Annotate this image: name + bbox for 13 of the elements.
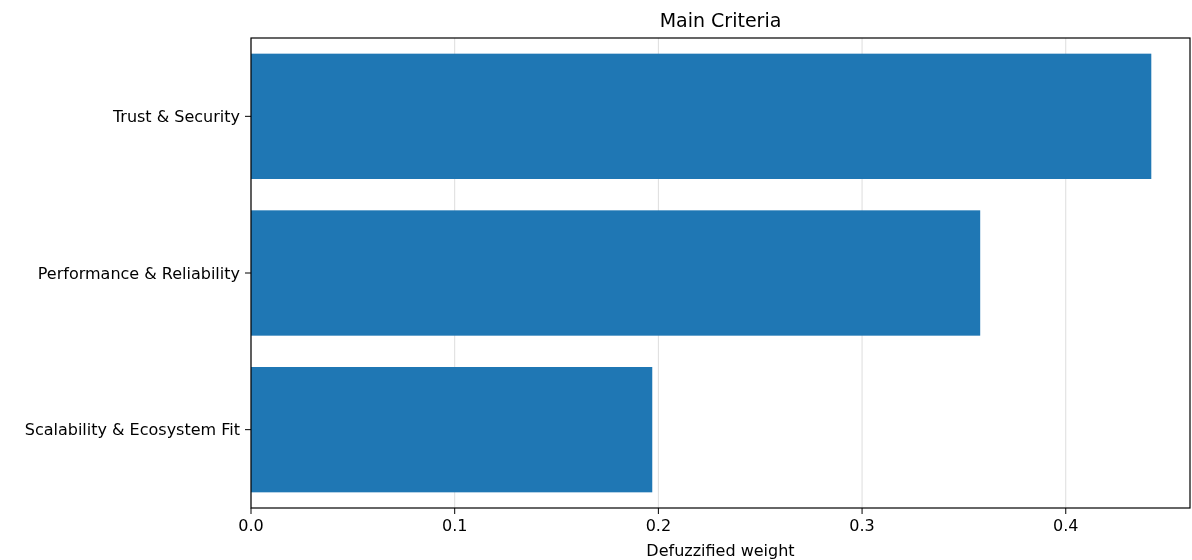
- bar: [251, 53, 1152, 179]
- bar: [251, 210, 981, 336]
- chart-title: Main Criteria: [659, 9, 782, 31]
- y-tick-label: Performance & Reliability: [37, 263, 240, 283]
- y-tick-label: Trust & Security: [111, 106, 240, 126]
- y-tick-label: Scalability & Ecosystem Fit: [24, 420, 240, 440]
- x-tick-label: 0.0: [238, 516, 264, 535]
- x-tick-label: 0.3: [849, 516, 875, 535]
- x-tick-label: 0.2: [645, 516, 672, 535]
- bar: [251, 367, 653, 493]
- x-tick-label: 0.1: [441, 516, 468, 535]
- x-tick-label: 0.4: [1053, 516, 1079, 535]
- x-axis-title: Defuzzified weight: [646, 541, 795, 560]
